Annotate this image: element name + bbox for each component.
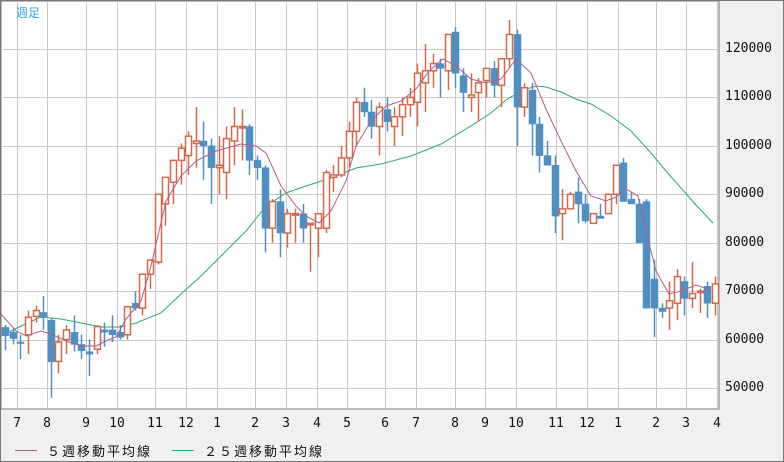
y-tick-label: 70000 xyxy=(725,282,765,298)
chart-title: 週足 xyxy=(16,6,41,20)
x-tick-label: 4 xyxy=(313,416,321,431)
x-tick-label: 10 xyxy=(508,416,524,431)
legend-item-ma5: ５週移動平均線 xyxy=(15,441,152,460)
candlesticks xyxy=(1,19,720,398)
x-tick-label: 2 xyxy=(652,416,660,431)
x-tick-label: 10 xyxy=(109,416,125,431)
x-tick-label: 1 xyxy=(614,416,622,431)
x-tick-label: 1 xyxy=(213,416,221,431)
x-tick-label: 12 xyxy=(178,416,194,431)
legend-item-ma25: ２５週移動平均線 xyxy=(172,441,324,460)
legend-swatch-ma5 xyxy=(15,450,37,451)
y-tick-label: 80000 xyxy=(725,234,765,250)
x-tick-label: 8 xyxy=(43,416,51,431)
x-tick-label: 3 xyxy=(682,416,690,431)
x-tick-label: 12 xyxy=(579,416,595,431)
x-tick-label: 2 xyxy=(251,416,259,431)
x-tick-label: 7 xyxy=(412,416,420,431)
y-tick-label: 120000 xyxy=(725,40,772,56)
y-tick-label: 100000 xyxy=(725,137,772,153)
y-tick-label: 90000 xyxy=(725,185,765,201)
x-tick-label: 6 xyxy=(381,416,389,431)
legend-label-ma5: ５週移動平均線 xyxy=(47,445,153,460)
y-tick-label: 60000 xyxy=(725,331,765,347)
legend-label-ma25: ２５週移動平均線 xyxy=(204,445,325,460)
plot-area xyxy=(1,1,720,410)
x-tick-label: 11 xyxy=(147,416,163,431)
gridlines xyxy=(1,1,719,409)
x-tick-label: 7 xyxy=(13,416,21,431)
x-tick-label: 9 xyxy=(481,416,489,431)
x-tick-label: 8 xyxy=(451,416,459,431)
x-tick-label: 5 xyxy=(343,416,351,431)
legend-swatch-ma25 xyxy=(172,450,195,451)
x-tick-label: 3 xyxy=(282,416,290,431)
x-tick-label: 11 xyxy=(548,416,564,431)
x-tick-label: 4 xyxy=(713,416,721,431)
y-tick-label: 50000 xyxy=(725,379,765,395)
ma5-line xyxy=(1,58,712,347)
y-tick-label: 110000 xyxy=(725,88,772,104)
x-tick-label: 9 xyxy=(82,416,90,431)
legend: ５週移動平均線 ２５週移動平均線 xyxy=(15,441,344,460)
